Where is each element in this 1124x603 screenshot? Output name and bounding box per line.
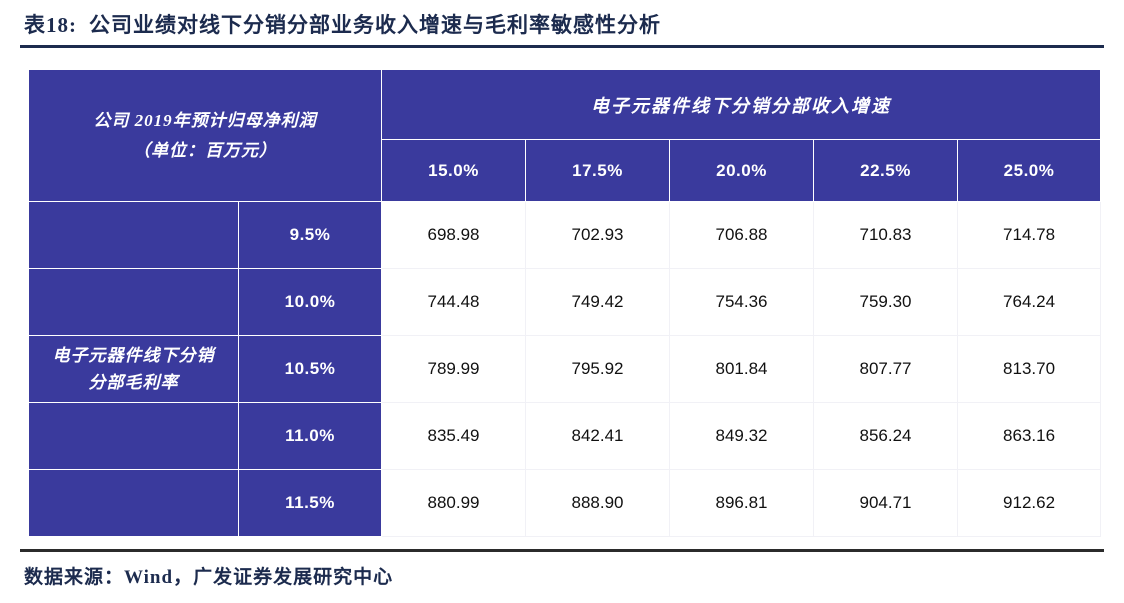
- row-group-spacer: [28, 469, 239, 537]
- table-cell: 698.98: [381, 201, 526, 269]
- footer-divider: [20, 549, 1104, 552]
- table-cell: 789.99: [381, 335, 526, 403]
- table-cell: 749.42: [525, 268, 670, 336]
- row-group-spacer: [28, 402, 239, 470]
- table-cell: 912.62: [956, 469, 1102, 537]
- row-header: 9.5%: [238, 201, 382, 269]
- table-cell: 714.78: [956, 201, 1102, 269]
- table-cell: 896.81: [669, 469, 814, 537]
- table-cell: 835.49: [381, 402, 526, 470]
- row-header: 10.5%: [238, 335, 382, 403]
- col-header: 20.0%: [669, 139, 814, 202]
- column-group-header: 电子元器件线下分销分部收入增速: [380, 69, 1102, 140]
- table-cell: 888.90: [525, 469, 670, 537]
- table-cell: 754.36: [669, 268, 814, 336]
- row-group-label: 电子元器件线下分销 分部毛利率: [28, 335, 239, 403]
- col-header: 15.0%: [381, 139, 526, 202]
- corner-header: 公司 2019年预计归母净利润 （单位：百万元）: [28, 69, 382, 202]
- table-number-label: 表18:: [24, 13, 77, 37]
- corner-header-line2: （单位：百万元）: [133, 140, 277, 160]
- table-title: 表18: 公司业绩对线下分销分部业务收入增速与毛利率敏感性分析: [0, 0, 1124, 39]
- col-header: 22.5%: [813, 139, 958, 202]
- table-cell: 856.24: [813, 402, 958, 470]
- row-group-spacer: [28, 201, 239, 269]
- table-cell: 759.30: [813, 268, 958, 336]
- table-cell: 706.88: [669, 201, 814, 269]
- table-cell: 813.70: [956, 335, 1102, 403]
- table-cell: 849.32: [669, 402, 814, 470]
- table-cell: 807.77: [813, 335, 958, 403]
- table-cell: 744.48: [381, 268, 526, 336]
- table-cell: 702.93: [525, 201, 670, 269]
- table-cell: 904.71: [813, 469, 958, 537]
- corner-header-line1: 公司 2019年预计归母净利润: [93, 110, 317, 130]
- table-cell: 842.41: [525, 402, 670, 470]
- table-cell: 801.84: [669, 335, 814, 403]
- table-cell: 863.16: [956, 402, 1102, 470]
- data-source: 数据来源：Wind，广发证券发展研究中心: [24, 567, 394, 588]
- row-header: 10.0%: [238, 268, 382, 336]
- table-title-text: 公司业绩对线下分销分部业务收入增速与毛利率敏感性分析: [89, 13, 661, 37]
- row-group-label-line2: 分部毛利率: [88, 373, 179, 392]
- row-header: 11.0%: [238, 402, 382, 470]
- col-header: 17.5%: [525, 139, 670, 202]
- table-cell: 795.92: [525, 335, 670, 403]
- col-header: 25.0%: [956, 139, 1102, 202]
- row-group-spacer: [28, 268, 239, 336]
- row-group-label-line1: 电子元器件线下分销: [52, 345, 215, 365]
- row-header: 11.5%: [238, 469, 382, 537]
- title-underline: [20, 45, 1104, 48]
- table-cell: 880.99: [381, 469, 526, 537]
- table-cell: 710.83: [813, 201, 958, 269]
- table-cell: 764.24: [956, 268, 1102, 336]
- sensitivity-table: 公司 2019年预计归母净利润 （单位：百万元） 电子元器件线下分销分部收入增速…: [28, 69, 1102, 537]
